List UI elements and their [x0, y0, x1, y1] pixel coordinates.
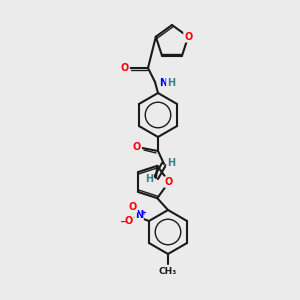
Text: H: H	[167, 158, 175, 168]
Text: O: O	[125, 216, 133, 226]
Text: +: +	[140, 210, 146, 216]
Text: O: O	[184, 32, 192, 42]
Text: N: N	[135, 210, 143, 220]
Text: H: H	[167, 78, 175, 88]
Text: O: O	[133, 142, 141, 152]
Text: CH₃: CH₃	[159, 267, 177, 276]
Text: −: −	[120, 217, 128, 227]
Text: O: O	[165, 177, 173, 187]
Text: H: H	[145, 174, 153, 184]
Text: N: N	[159, 78, 167, 88]
Text: O: O	[121, 63, 129, 73]
Text: O: O	[129, 202, 137, 212]
